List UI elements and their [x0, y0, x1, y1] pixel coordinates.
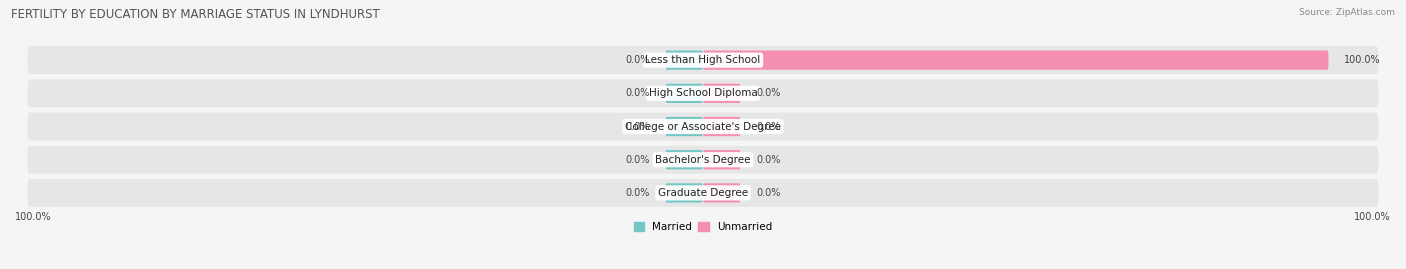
Text: College or Associate's Degree: College or Associate's Degree [626, 122, 780, 132]
Text: 0.0%: 0.0% [756, 122, 780, 132]
Text: 0.0%: 0.0% [626, 188, 650, 198]
Text: 0.0%: 0.0% [756, 88, 780, 98]
Text: Bachelor's Degree: Bachelor's Degree [655, 155, 751, 165]
Text: 0.0%: 0.0% [626, 55, 650, 65]
FancyBboxPatch shape [703, 183, 741, 203]
FancyBboxPatch shape [28, 146, 1378, 174]
FancyBboxPatch shape [665, 183, 703, 203]
FancyBboxPatch shape [665, 51, 703, 70]
FancyBboxPatch shape [28, 46, 1378, 74]
FancyBboxPatch shape [665, 117, 703, 136]
FancyBboxPatch shape [703, 84, 741, 103]
Text: Source: ZipAtlas.com: Source: ZipAtlas.com [1299, 8, 1395, 17]
FancyBboxPatch shape [28, 113, 1378, 140]
FancyBboxPatch shape [28, 179, 1378, 207]
FancyBboxPatch shape [703, 117, 741, 136]
Text: 100.0%: 100.0% [1344, 55, 1381, 65]
FancyBboxPatch shape [703, 150, 741, 169]
Text: 0.0%: 0.0% [756, 188, 780, 198]
Text: 0.0%: 0.0% [626, 122, 650, 132]
Legend: Married, Unmarried: Married, Unmarried [630, 218, 776, 236]
Text: FERTILITY BY EDUCATION BY MARRIAGE STATUS IN LYNDHURST: FERTILITY BY EDUCATION BY MARRIAGE STATU… [11, 8, 380, 21]
FancyBboxPatch shape [703, 51, 1329, 70]
Text: 0.0%: 0.0% [756, 155, 780, 165]
Text: 100.0%: 100.0% [15, 212, 52, 222]
Text: 0.0%: 0.0% [626, 88, 650, 98]
Text: 0.0%: 0.0% [626, 155, 650, 165]
FancyBboxPatch shape [665, 150, 703, 169]
FancyBboxPatch shape [28, 79, 1378, 107]
Text: 100.0%: 100.0% [1354, 212, 1391, 222]
Text: Less than High School: Less than High School [645, 55, 761, 65]
Text: Graduate Degree: Graduate Degree [658, 188, 748, 198]
Text: High School Diploma: High School Diploma [648, 88, 758, 98]
FancyBboxPatch shape [665, 84, 703, 103]
